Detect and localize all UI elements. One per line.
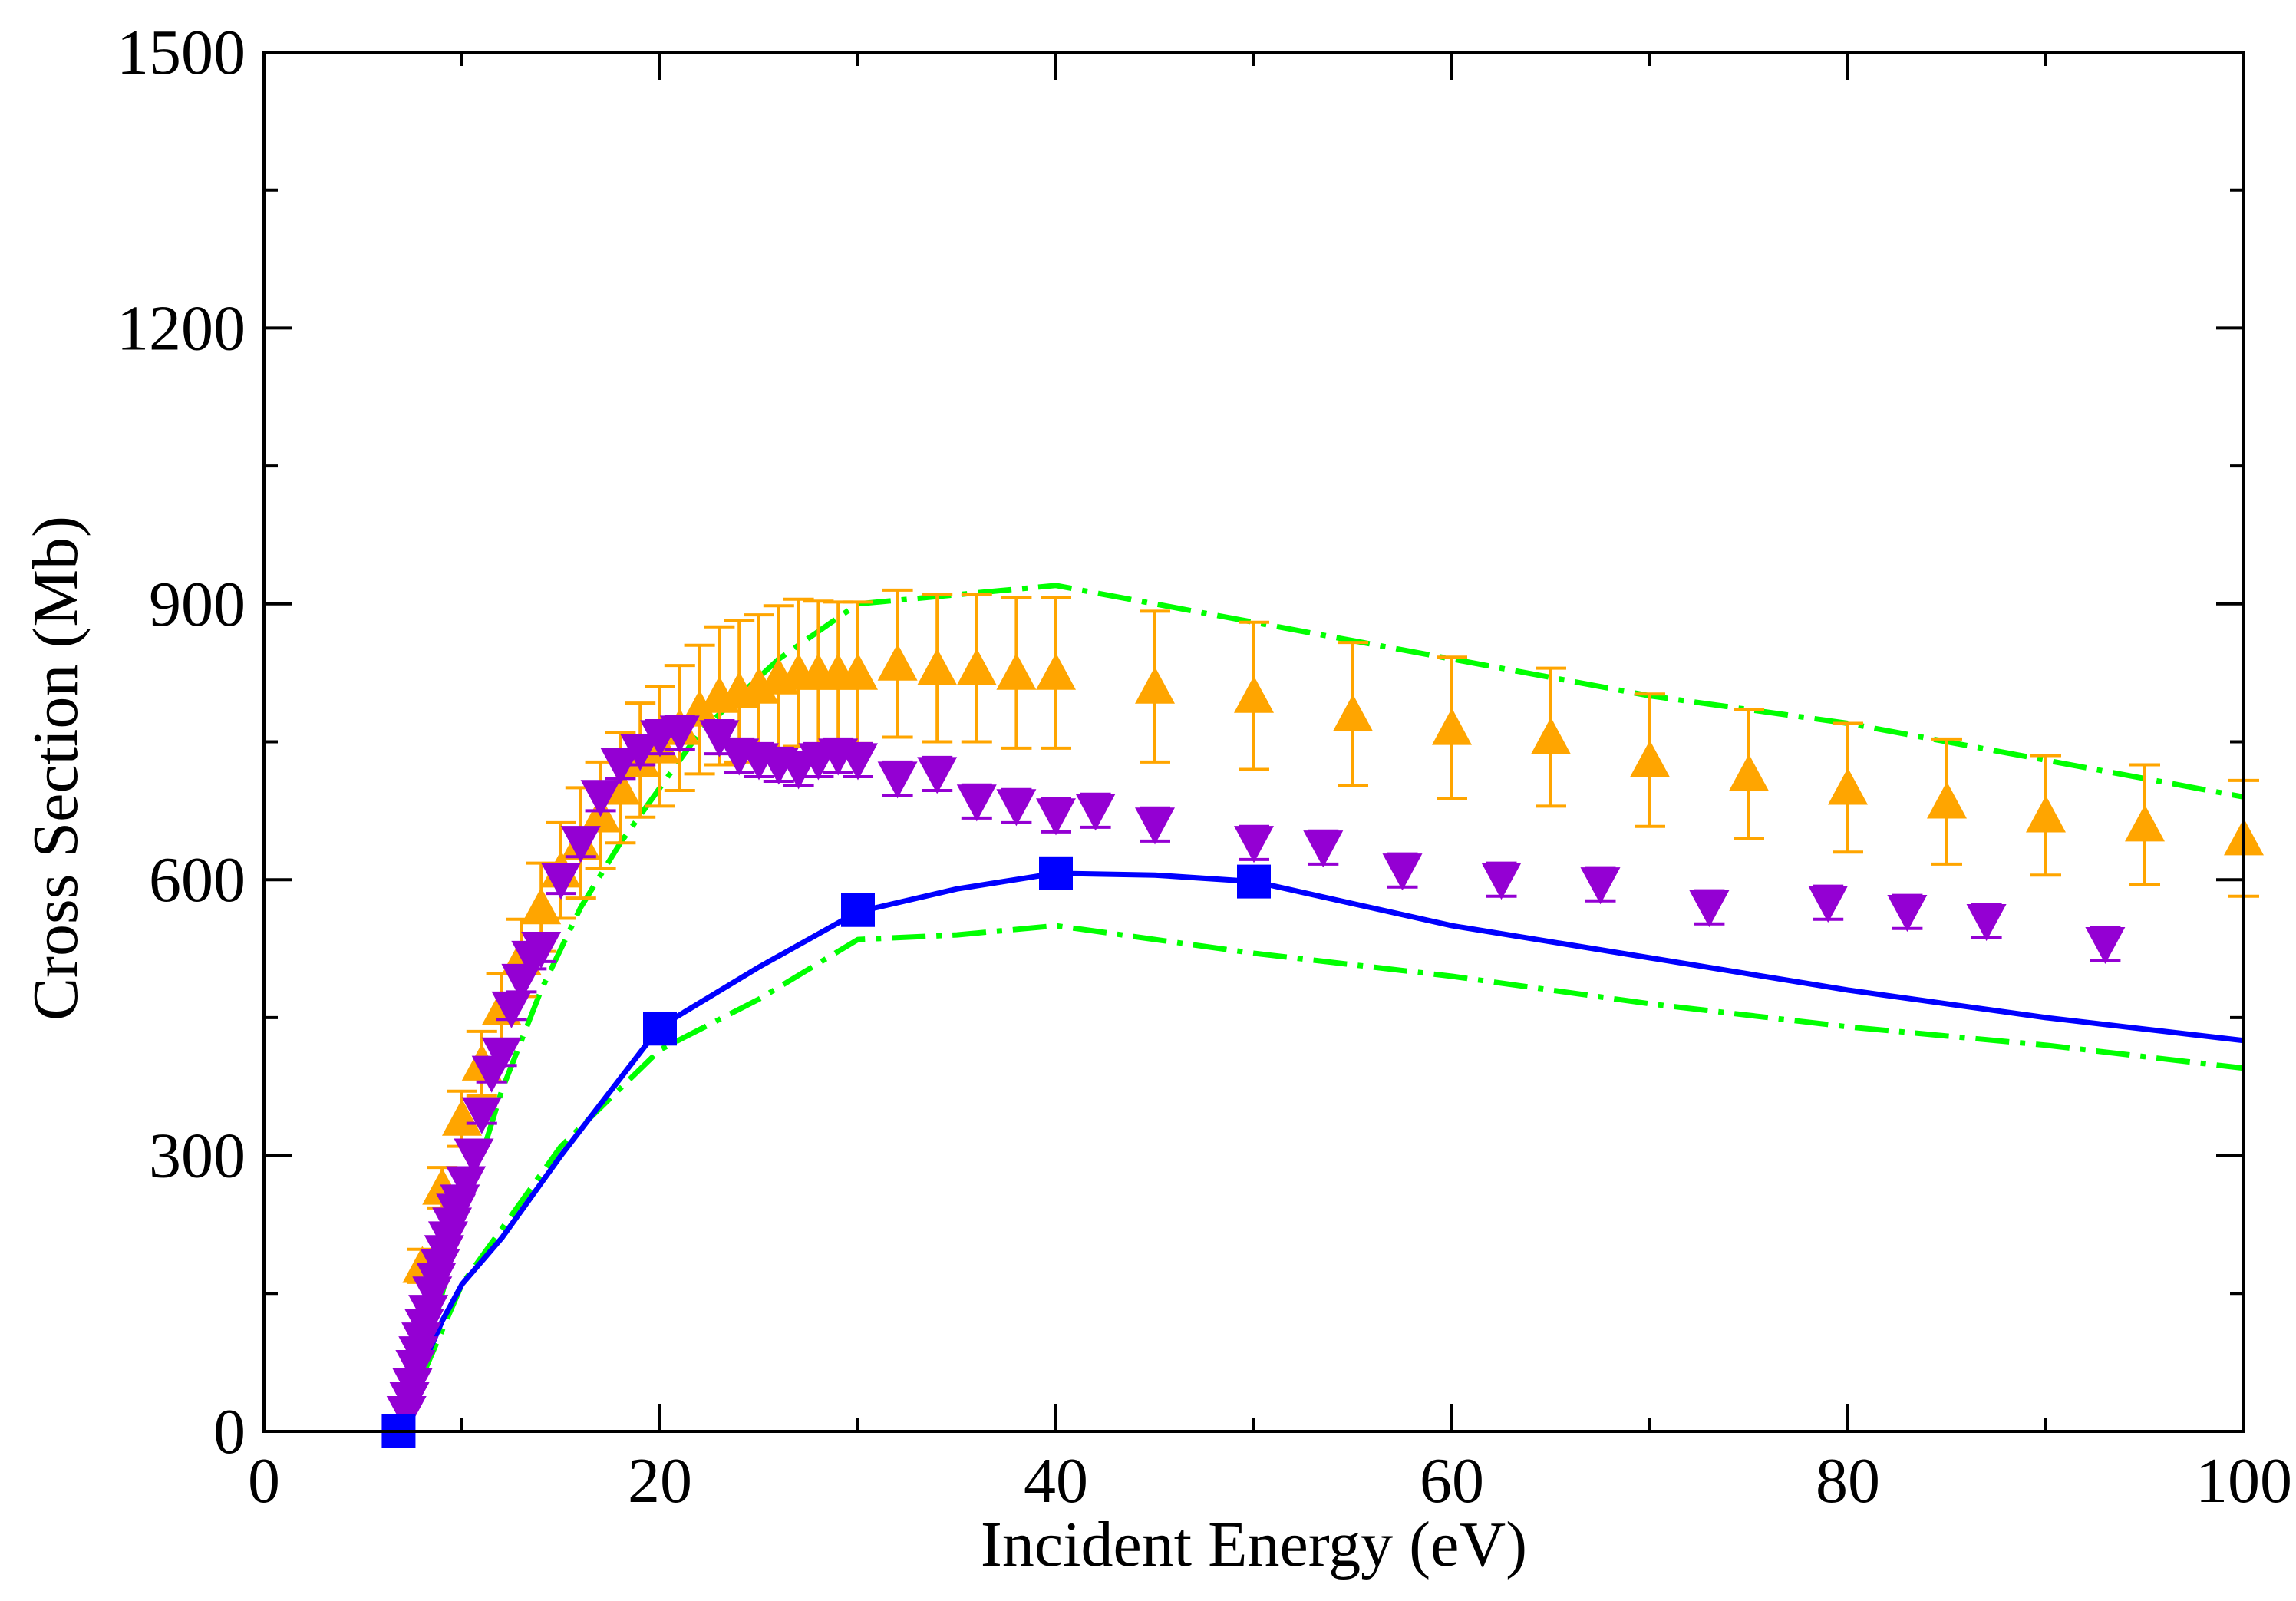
purple-triangles-point xyxy=(838,743,878,781)
x-tick-label: 0 xyxy=(248,1445,280,1517)
blue-squares-point xyxy=(1237,864,1271,899)
purple-triangles-point xyxy=(1135,807,1175,845)
orange-triangles-point xyxy=(917,648,958,685)
blue-squares-point xyxy=(1039,856,1073,890)
axis-layer: 0 20 40 60 80 100 0 300 600 900 1200 1500 xyxy=(117,17,2292,1517)
orange-triangles-point xyxy=(1927,781,1967,819)
purple-triangles-point xyxy=(1689,890,1730,928)
orange-triangles-point xyxy=(996,652,1037,690)
orange-triangles-point xyxy=(1630,740,1670,777)
x-tick-label: 80 xyxy=(1816,1445,1880,1517)
orange-triangles-point xyxy=(1036,652,1076,690)
y-tick-label: 0 xyxy=(213,1396,246,1467)
purple-triangles-point xyxy=(580,780,621,817)
purple-triangles-point xyxy=(1808,886,1849,923)
orange-triangles-point xyxy=(2125,804,2165,842)
x-tick-label: 60 xyxy=(1420,1445,1484,1517)
purple-triangles-point xyxy=(461,1097,502,1134)
purple-triangles-point xyxy=(600,748,641,785)
purple-triangles-point xyxy=(1075,794,1116,831)
orange-triangles-point xyxy=(521,887,562,925)
purple-triangles-point xyxy=(541,863,581,900)
purple-triangles-point xyxy=(1887,895,1928,933)
purple-triangles-point xyxy=(521,931,562,969)
purple-triangles-point xyxy=(917,757,958,794)
y-tick-label: 300 xyxy=(149,1121,246,1192)
purple-triangles-point xyxy=(481,1037,522,1074)
purple-triangles-point xyxy=(454,1138,494,1176)
purple-triangles-point xyxy=(1966,904,2007,942)
x-tick-label: 100 xyxy=(2195,1445,2292,1517)
purple-triangles-point xyxy=(877,761,918,799)
purple-triangles-point xyxy=(2085,926,2126,965)
purple-triangles-point xyxy=(1303,830,1344,868)
purple-triangles-point xyxy=(1580,867,1621,905)
orange-triangles-point xyxy=(1234,675,1274,713)
series-layer xyxy=(381,583,2264,1448)
orange-triangles-point xyxy=(442,1098,482,1136)
y-tick-label: 1200 xyxy=(117,292,246,364)
purple-triangles-point xyxy=(956,784,997,822)
orange-triangles-point xyxy=(956,648,997,685)
purple-triangles-point xyxy=(1234,826,1274,863)
purple-triangles-point xyxy=(1382,853,1423,891)
purple-triangles-point xyxy=(1036,798,1076,836)
purple-triangles-point xyxy=(408,1295,449,1332)
purple-triangles-point xyxy=(446,1166,487,1203)
purple-triangles-point xyxy=(996,789,1037,827)
orange-triangles-point xyxy=(1333,694,1373,731)
blue-squares-point xyxy=(841,893,875,927)
orange-triangles-point xyxy=(1432,708,1472,745)
blue-squares-point xyxy=(643,1012,677,1046)
y-axis-label: Cross Section (Mb) xyxy=(20,516,91,1021)
purple-triangles-point xyxy=(620,734,661,771)
orange-triangles-point xyxy=(838,652,878,690)
y-tick-label: 900 xyxy=(149,569,246,640)
blue-squares-group xyxy=(381,856,1271,1448)
purple-triangles-point xyxy=(392,1368,433,1406)
orange-triangles-point xyxy=(1729,754,1769,791)
orange-triangles-point xyxy=(1531,717,1571,754)
x-tick-label: 40 xyxy=(1024,1445,1088,1517)
y-tick-label: 1500 xyxy=(117,17,246,88)
purple-triangles-group xyxy=(386,714,2126,1434)
x-axis-label: Incident Energy (eV) xyxy=(981,1509,1527,1580)
purple-triangles-point xyxy=(1481,863,1522,900)
purple-triangles-point xyxy=(491,991,532,1028)
blue-solid-curve-line xyxy=(400,870,2245,1433)
orange-triangles-point xyxy=(1135,666,1175,704)
lower-dash-dot-curve-line xyxy=(400,923,2245,1433)
orange-triangles-point xyxy=(2026,795,2066,833)
purple-triangles-point xyxy=(659,715,700,753)
orange-triangles-point xyxy=(1828,767,1868,805)
y-tick-label: 600 xyxy=(149,844,246,916)
x-tick-label: 20 xyxy=(628,1445,692,1517)
purple-triangles-point xyxy=(560,826,601,863)
orange-triangles-point xyxy=(877,643,918,681)
